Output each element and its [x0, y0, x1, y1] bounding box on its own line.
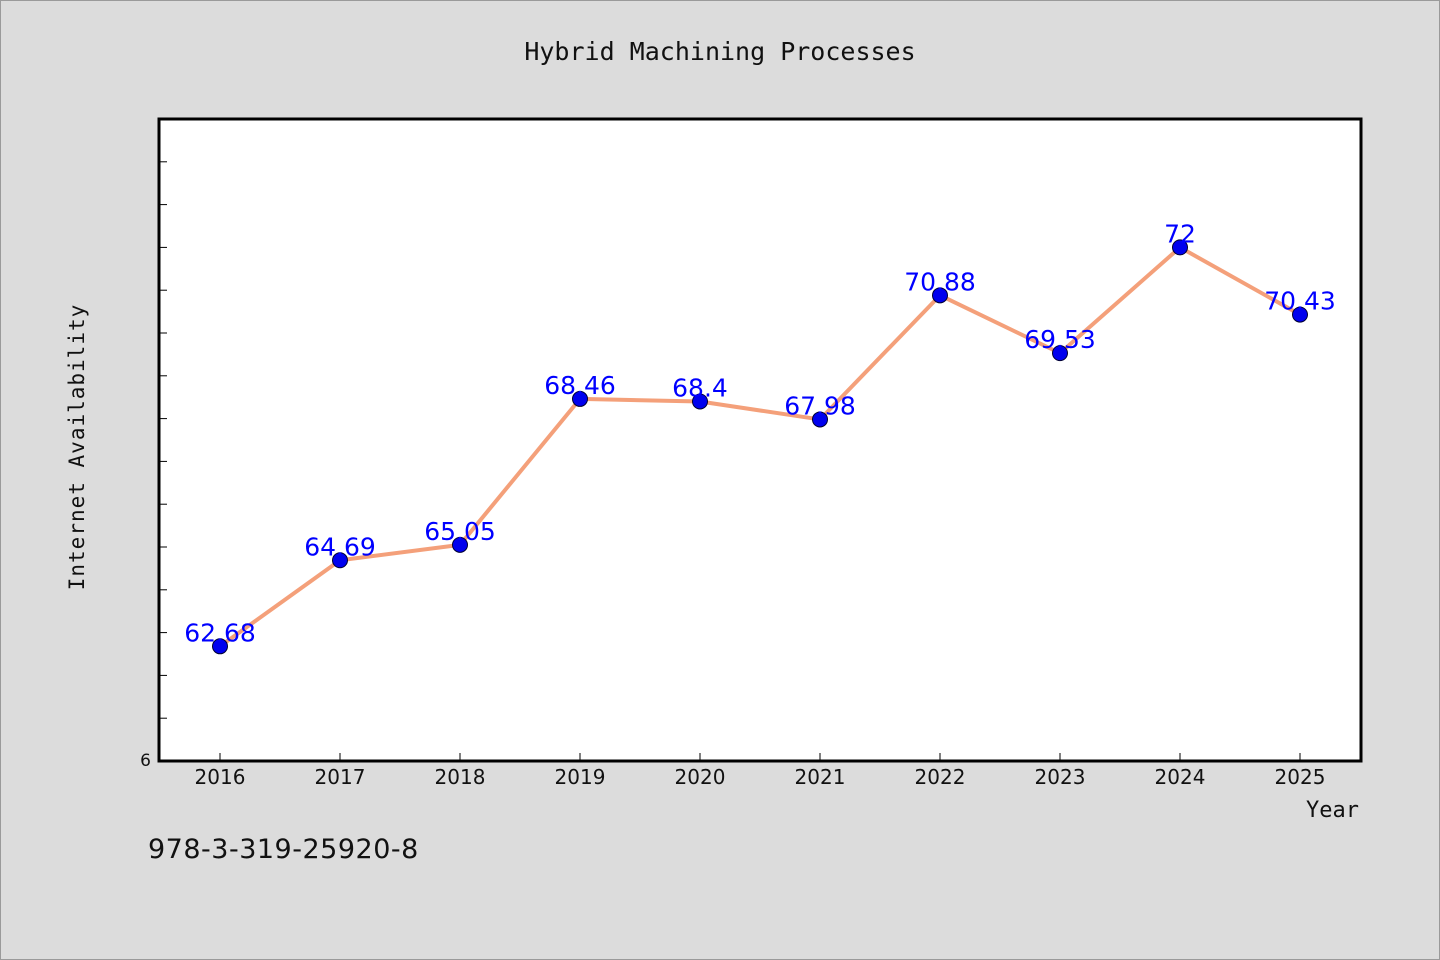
data-label: 68.46 — [544, 371, 616, 400]
data-point — [932, 287, 948, 304]
x-tick-label: 2018 — [435, 765, 486, 789]
chart-title: Hybrid Machining Processes — [524, 37, 915, 66]
data-point — [1172, 239, 1188, 256]
data-label: 70.88 — [904, 267, 976, 296]
y-axis-ticks — [159, 161, 167, 719]
data-point — [1292, 306, 1308, 323]
data-series: 62.68 64.69 65.05 68.46 68.4 67.98 70.88 69.53 7… — [184, 219, 1336, 655]
data-label: 64.69 — [304, 532, 376, 561]
data-point — [572, 390, 588, 407]
data-point — [332, 552, 348, 569]
x-axis-label: Year — [1306, 798, 1359, 823]
data-point — [812, 411, 828, 428]
data-label: 67.98 — [784, 391, 856, 420]
x-tick-label: 2021 — [795, 765, 846, 789]
data-label: 62.68 — [184, 618, 256, 647]
data-point — [1052, 345, 1068, 362]
x-tick-label: 2024 — [1155, 765, 1206, 789]
data-label: 69.53 — [1024, 325, 1096, 354]
x-tick-label: 2020 — [675, 765, 726, 789]
x-tick-label: 2016 — [195, 765, 246, 789]
x-tick-label: 2019 — [555, 765, 606, 789]
data-point — [692, 393, 708, 410]
data-point — [452, 536, 468, 553]
y-axis-label: Internet Availability — [65, 304, 89, 591]
x-tick-label: 2025 — [1275, 765, 1326, 789]
data-label: 65.05 — [424, 517, 496, 546]
data-point — [212, 638, 228, 655]
x-tick-label: 2022 — [915, 765, 966, 789]
x-tick-label: 2023 — [1035, 765, 1086, 789]
data-label: 68.4 — [672, 373, 728, 402]
x-axis: 2016 2017 2018 2019 2020 2021 2022 2023 2024 2025 — [195, 753, 1326, 789]
y-axis-tick-label: 6 — [140, 751, 151, 771]
isbn-caption: 978-3-319-25920-8 — [148, 834, 419, 865]
series-line — [218, 245, 1302, 649]
data-label: 70.43 — [1264, 287, 1336, 316]
data-label: 72 — [1164, 219, 1196, 248]
x-tick-label: 2017 — [315, 765, 366, 789]
plot-area — [157, 117, 1363, 763]
